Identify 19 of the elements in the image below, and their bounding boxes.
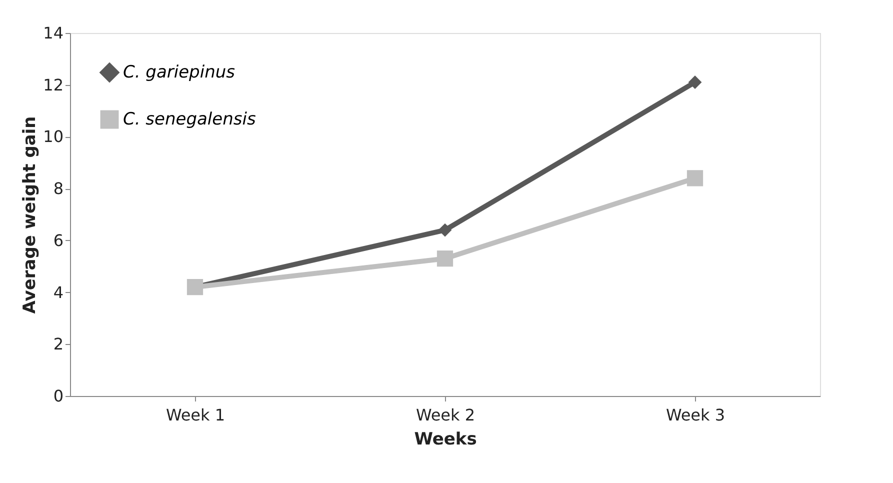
x-axis-title: Weeks (414, 430, 477, 450)
y-tick-label: 10 (43, 127, 64, 146)
y-tick-label: 8 (53, 179, 64, 198)
point (686, 170, 704, 186)
legend-label: C. gariepinus (123, 62, 236, 82)
y-tick-label: 12 (43, 75, 64, 94)
legend-label: C. senegalensis (123, 110, 256, 130)
x-tick-label: Week 2 (416, 406, 476, 424)
point (438, 223, 452, 237)
y-tick-label: 2 (53, 334, 64, 354)
x-tick-label: Week 3 (666, 406, 726, 424)
y-tick-label: 14 (43, 24, 64, 42)
point (436, 250, 454, 267)
x-tick-label: Week 1 (166, 406, 226, 424)
y-axis-title: Average weight gain (20, 116, 40, 314)
y-tick-label: 4 (53, 282, 64, 302)
y-tick-label: 6 (53, 230, 64, 250)
point (688, 76, 702, 89)
y-tick-label: 0 (53, 386, 64, 406)
